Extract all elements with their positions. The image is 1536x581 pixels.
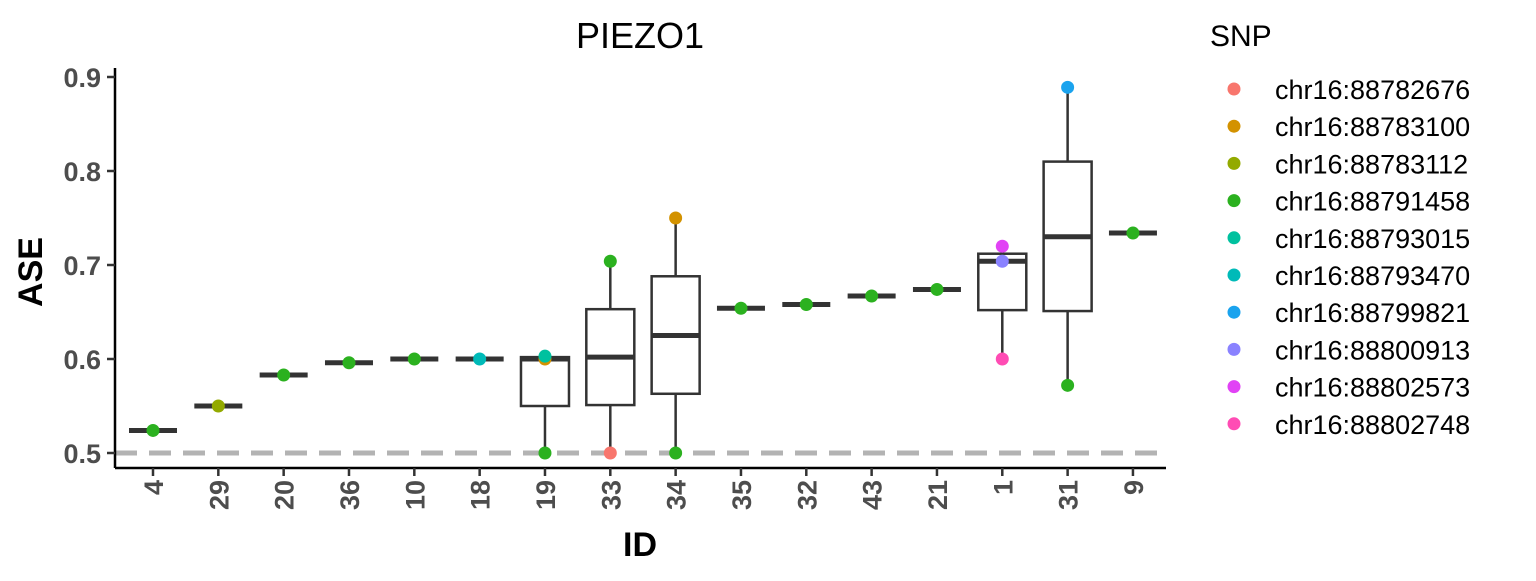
- boxes-layer: [129, 87, 1157, 453]
- data-point: [734, 301, 748, 315]
- data-point: [146, 423, 160, 437]
- x-tick-label: 43: [858, 480, 888, 510]
- x-tick-label: 19: [531, 480, 561, 510]
- y-tick-label: 0.8: [63, 157, 101, 187]
- box-34: [650, 218, 701, 453]
- data-point: [603, 446, 617, 460]
- data-point: [1061, 378, 1075, 392]
- box-33: [585, 261, 636, 453]
- data-point: [1126, 226, 1140, 240]
- legend-key: [1227, 380, 1241, 394]
- x-tick-label: 4: [139, 480, 169, 495]
- legend-label: chr16:88793470: [1275, 261, 1470, 291]
- data-point: [799, 297, 813, 311]
- axes-layer: 0.50.60.70.80.94 29 20 36 10 18 19 33 34 35 32 43 21…: [63, 63, 1166, 510]
- legend-key: [1227, 342, 1241, 356]
- box-31: [1042, 87, 1093, 386]
- chart-title: PIEZO1: [576, 15, 704, 56]
- legend-key: [1227, 156, 1241, 170]
- legend-label: chr16:88783112: [1275, 149, 1468, 179]
- legend-label: chr16:88782676: [1275, 75, 1470, 105]
- y-tick-label: 0.7: [63, 251, 101, 281]
- legend-key: [1227, 194, 1241, 208]
- x-tick-label: 18: [466, 480, 496, 510]
- data-point: [865, 289, 879, 303]
- x-tick-label: 35: [727, 480, 757, 510]
- legend-item: chr16:88783112: [1227, 149, 1468, 179]
- box-19: [519, 355, 571, 453]
- legend-item: chr16:88782676: [1227, 75, 1470, 105]
- x-tick-label: 36: [335, 480, 365, 510]
- y-tick-label: 0.5: [63, 439, 101, 469]
- legend-item: chr16:88793470: [1227, 261, 1470, 291]
- legend-label: chr16:88791458: [1275, 187, 1470, 217]
- data-point: [277, 368, 291, 382]
- data-point: [930, 282, 944, 296]
- legend-key: [1227, 119, 1241, 133]
- x-tick-label: 1: [988, 480, 1018, 495]
- legend-item: chr16:88802748: [1227, 410, 1470, 440]
- x-tick-label: 29: [204, 480, 234, 510]
- data-point: [342, 356, 356, 370]
- legend-title: SNP: [1210, 20, 1272, 53]
- legend-label: chr16:88783100: [1275, 112, 1470, 142]
- data-point: [538, 446, 552, 460]
- legend-label: chr16:88802573: [1275, 373, 1470, 403]
- legend-label: chr16:88793015: [1275, 224, 1470, 254]
- legend-item: chr16:88783100: [1227, 112, 1470, 142]
- legend-item: chr16:88793015: [1227, 224, 1470, 254]
- legend-label: chr16:88799821: [1275, 298, 1470, 328]
- x-tick-label: 20: [270, 480, 300, 510]
- legend-key: [1227, 268, 1241, 282]
- x-tick-label: 33: [596, 480, 626, 510]
- data-point: [603, 254, 617, 268]
- data-point: [995, 254, 1009, 268]
- x-tick-label: 10: [400, 480, 430, 510]
- legend-item: chr16:88800913: [1227, 335, 1470, 365]
- legend-key: [1227, 417, 1241, 431]
- x-tick-label: 32: [792, 480, 822, 510]
- legend: chr16:88782676 chr16:88783100 chr16:887831…: [1227, 75, 1470, 440]
- legend-key: [1227, 82, 1241, 96]
- x-axis-title: ID: [623, 526, 657, 564]
- legend-item: chr16:88799821: [1227, 298, 1470, 328]
- data-point: [669, 446, 683, 460]
- legend-item: chr16:88802573: [1227, 373, 1470, 403]
- legend-key: [1227, 231, 1241, 245]
- x-tick-label: 34: [662, 480, 692, 510]
- data-point: [538, 349, 552, 363]
- data-point: [407, 352, 421, 366]
- y-tick-label: 0.9: [63, 63, 101, 93]
- legend-label: chr16:88800913: [1275, 335, 1470, 365]
- x-tick-label: 21: [923, 480, 953, 510]
- legend-item: chr16:88791458: [1227, 187, 1470, 217]
- y-tick-label: 0.6: [63, 345, 101, 375]
- data-point: [1061, 80, 1075, 94]
- x-tick-label: 31: [1054, 480, 1084, 510]
- data-point: [211, 399, 225, 413]
- points-layer: [146, 80, 1140, 460]
- legend-key: [1227, 305, 1241, 319]
- legend-label: chr16:88802748: [1275, 410, 1470, 440]
- x-tick-label: 9: [1119, 480, 1149, 495]
- data-point: [669, 211, 683, 225]
- y-axis-title: ASE: [12, 237, 50, 307]
- data-point: [995, 352, 1009, 366]
- data-point: [995, 239, 1009, 253]
- data-point: [473, 352, 487, 366]
